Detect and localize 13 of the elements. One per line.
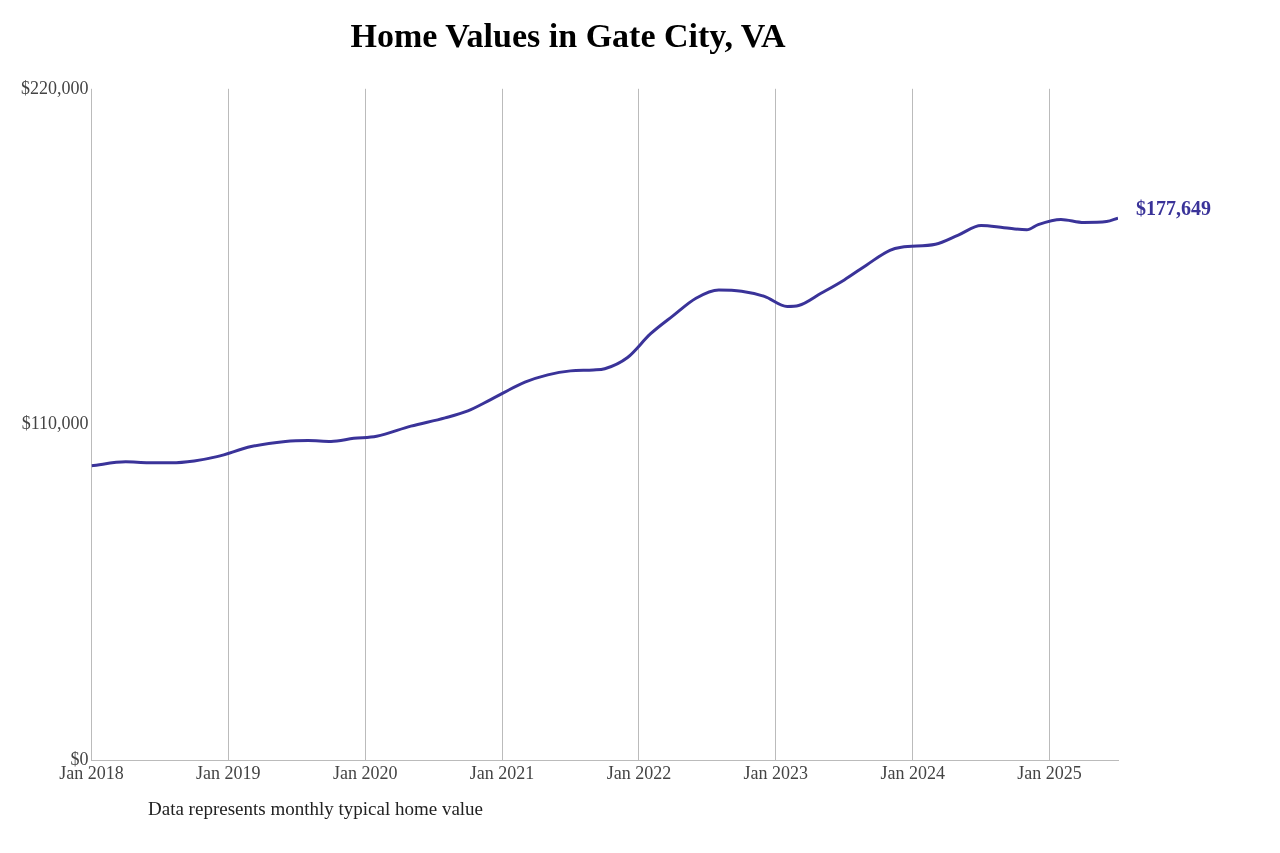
line-series <box>91 216 1118 468</box>
y-tick-label: $110,000 <box>21 413 89 434</box>
y-tick-label: $220,000 <box>21 77 89 98</box>
x-tick-label: Jan 2020 <box>332 762 398 783</box>
x-tick-label: Jan 2019 <box>196 762 261 783</box>
x-tick-label: Jan 2022 <box>606 762 672 783</box>
x-tick-label: Jan 2023 <box>743 762 809 783</box>
x-tick-label: Jan 2024 <box>880 762 945 783</box>
annotation: $177,649 <box>1136 197 1211 220</box>
chart-title: Home Values in Gate City, VA <box>350 17 786 55</box>
x-tick-label: Jan 2025 <box>1017 762 1082 783</box>
text: Data represents monthly typical home value <box>148 798 485 820</box>
x-tick-label: Jan 2021 <box>469 762 535 783</box>
